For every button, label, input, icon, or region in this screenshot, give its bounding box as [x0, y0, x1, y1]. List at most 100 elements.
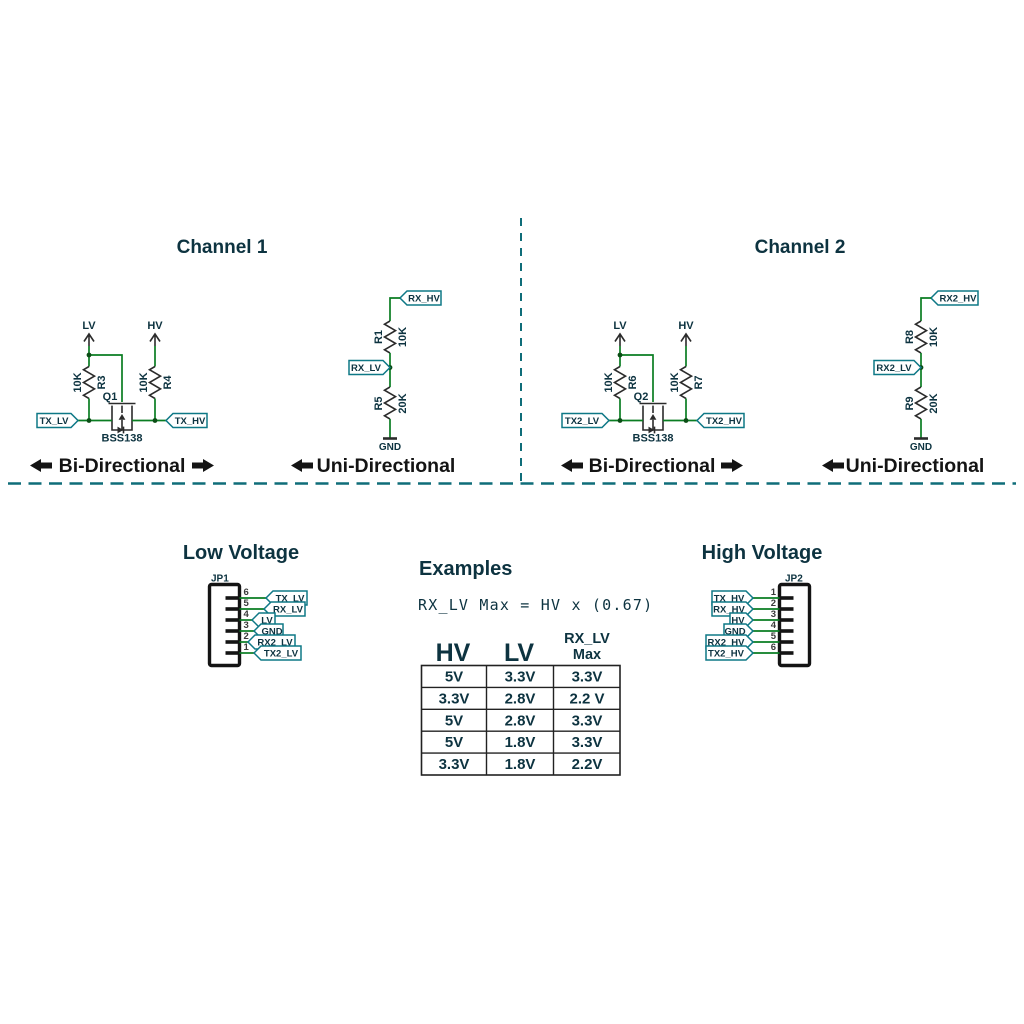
hv-supply-arrow-icon — [149, 332, 161, 346]
table-header-max: Max — [573, 647, 601, 663]
connector-name: JP2 — [785, 574, 803, 585]
net-label: GND — [261, 627, 282, 638]
right-arrow-icon — [721, 459, 743, 472]
hv-supply-label: HV — [678, 320, 694, 332]
resistor-name: R9 — [904, 396, 916, 410]
pin-icon — [781, 607, 794, 611]
resistor-value: 10K — [397, 327, 409, 347]
net-label: LV — [261, 616, 273, 627]
connector-name: JP1 — [211, 574, 229, 585]
table-cell: 3.3V — [572, 712, 603, 729]
channel2-unidirectional-caption: Uni-Directional — [822, 455, 984, 477]
net-label: TX_LV — [40, 416, 70, 427]
transistor-part: BSS138 — [633, 433, 674, 445]
lv-supply-label: LV — [82, 320, 96, 332]
resistor-r1: R1 10K — [373, 320, 409, 354]
resistor-name: R6 — [627, 375, 639, 389]
pin-number: 1 — [771, 587, 777, 598]
hv-supply-arrow-icon — [680, 332, 692, 346]
resistor-value: 10K — [928, 327, 940, 347]
pin-icon — [225, 629, 238, 633]
pin-icon — [225, 607, 238, 611]
lv-supply-arrow-icon — [83, 332, 95, 346]
table-cell: 5V — [445, 712, 463, 729]
channel1-unidirectional-circuit: RX_HV R1 10K RX_LV R5 20K GND — [348, 290, 442, 453]
net-flag — [873, 359, 923, 376]
net-label: GND — [724, 627, 745, 638]
table-header-hv: HV — [436, 639, 471, 667]
resistor-r8: R8 10K — [904, 320, 940, 354]
net-flag — [929, 290, 979, 306]
table-cell: 3.3V — [439, 756, 470, 773]
net-label: RX2_HV — [940, 294, 978, 305]
table-cell: 5V — [445, 669, 463, 686]
channel1-bidirectional-circuit: LV HV 10K R3 10K R4 Q — [36, 320, 208, 445]
examples-formula: RX_LV Max = HV x (0.67) — [418, 596, 653, 614]
net-label: TX2_LV — [264, 649, 299, 660]
left-arrow-icon — [291, 459, 313, 472]
pin-icon — [781, 596, 794, 600]
net-label: TX2_HV — [708, 649, 745, 660]
net-label: RX_LV — [351, 363, 382, 374]
pin-number: 5 — [771, 631, 777, 642]
mosfet-q1-icon — [108, 402, 136, 434]
pin-number: 6 — [244, 587, 249, 598]
channel2-bidirectional-caption: Bi-Directional — [561, 455, 743, 477]
mosfet-q2-icon — [639, 402, 667, 434]
pin-number: 1 — [244, 642, 250, 653]
channel1-bidirectional-caption: Bi-Directional — [30, 455, 214, 477]
pin-number: 4 — [771, 620, 777, 631]
examples-section: Examples RX_LV Max = HV x (0.67) HV LV R… — [418, 558, 653, 776]
net-label: TX_LV — [276, 594, 306, 605]
net-label: RX_HV — [408, 294, 440, 305]
resistor-r7: 10K R7 — [669, 365, 705, 400]
high-voltage-connector: High Voltage JP2 1 TX_HV 2 RX_HV 3 HV 4 … — [702, 542, 823, 668]
pin-number: 4 — [244, 609, 250, 620]
left-arrow-icon — [30, 459, 52, 472]
pin-icon — [225, 618, 238, 622]
lv-supply-label: LV — [613, 320, 627, 332]
resistor-name: R5 — [373, 396, 385, 410]
table-cell: 3.3V — [505, 669, 536, 686]
resistor-value: 10K — [138, 372, 150, 392]
resistor-r6: 10K R6 — [603, 365, 639, 400]
wire — [389, 297, 400, 321]
channel1-unidirectional-caption: Uni-Directional — [291, 455, 455, 477]
left-arrow-icon — [822, 459, 844, 472]
net-label: RX2_LV — [257, 638, 293, 649]
direction-label: Uni-Directional — [846, 455, 985, 477]
net-flag — [348, 359, 392, 376]
net-label: TX_HV — [714, 594, 745, 605]
net-label: RX_HV — [713, 605, 745, 616]
table-cell: 1.8V — [505, 734, 536, 751]
net-label: RX2_LV — [876, 363, 912, 374]
resistor-r9: R9 20K — [904, 386, 940, 420]
gate-wire — [89, 354, 123, 402]
channel2-unidirectional-circuit: RX2_HV R8 10K RX2_LV R9 20K GND — [873, 290, 979, 453]
direction-label: Uni-Directional — [317, 455, 456, 477]
pin-icon — [225, 640, 238, 644]
resistor-value: 10K — [603, 372, 615, 392]
table-cell: 2.8V — [505, 712, 536, 729]
junction-dot — [617, 418, 623, 423]
hv-supply-label: HV — [147, 320, 163, 332]
pin-number: 5 — [244, 598, 250, 609]
pin-number: 6 — [771, 642, 776, 653]
resistor-r3: 10K R3 — [72, 365, 108, 400]
net-label: TX2_LV — [565, 416, 600, 427]
high-voltage-title: High Voltage — [702, 542, 823, 564]
table-cell: 3.3V — [439, 690, 470, 707]
table-cell: 2.2V — [572, 756, 603, 773]
gate-wire — [620, 354, 654, 402]
table-cell: 2.8V — [505, 690, 536, 707]
net-flag — [695, 412, 745, 429]
connector-body — [207, 582, 242, 668]
resistor-name: R3 — [96, 375, 108, 389]
net-flag — [705, 645, 755, 661]
transistor-name: Q2 — [634, 391, 649, 403]
channel1-title: Channel 1 — [177, 237, 268, 258]
table-cell: 1.8V — [505, 756, 536, 773]
transistor-part: BSS138 — [102, 433, 143, 445]
resistor-r4: 10K R4 — [138, 365, 174, 400]
